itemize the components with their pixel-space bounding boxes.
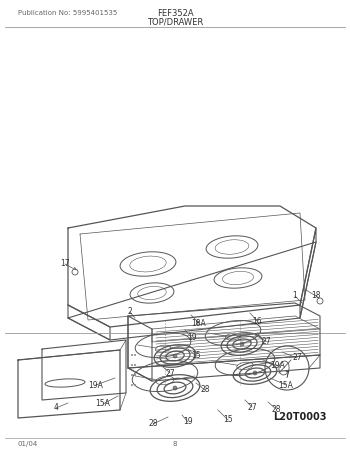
Text: 16: 16 [252, 317, 262, 326]
Text: 18A: 18A [192, 318, 206, 328]
Text: 15: 15 [223, 415, 233, 424]
Circle shape [131, 364, 133, 366]
Text: 28: 28 [148, 419, 158, 429]
Text: 8: 8 [173, 441, 177, 447]
Text: 01/04: 01/04 [18, 441, 38, 447]
Text: L20T0003: L20T0003 [273, 412, 327, 422]
Text: 15: 15 [191, 352, 201, 361]
Circle shape [253, 371, 257, 375]
Circle shape [134, 374, 136, 376]
Circle shape [240, 342, 244, 346]
Circle shape [131, 354, 133, 356]
Circle shape [134, 364, 136, 366]
Text: 4: 4 [54, 404, 58, 413]
Circle shape [134, 384, 136, 386]
Text: 17: 17 [60, 260, 70, 269]
Text: 15A: 15A [96, 400, 111, 409]
Text: 27: 27 [247, 403, 257, 411]
Text: 27: 27 [261, 337, 271, 346]
Text: 2: 2 [128, 308, 132, 317]
Circle shape [173, 354, 177, 358]
Circle shape [131, 374, 133, 376]
Text: 27: 27 [292, 353, 302, 362]
Text: Publication No: 5995401535: Publication No: 5995401535 [18, 10, 117, 16]
Text: 19: 19 [183, 418, 193, 427]
Text: 19A: 19A [89, 381, 104, 390]
Text: 1: 1 [293, 291, 297, 300]
Text: 28: 28 [200, 386, 210, 395]
Text: 19A: 19A [271, 361, 286, 371]
Circle shape [131, 384, 133, 386]
Text: 27: 27 [165, 368, 175, 377]
Text: 19: 19 [187, 333, 197, 342]
Text: 15A: 15A [279, 381, 293, 390]
Circle shape [134, 354, 136, 356]
Circle shape [173, 386, 177, 390]
Text: 7: 7 [285, 371, 289, 381]
Text: FEF352A: FEF352A [157, 10, 193, 19]
Text: 28: 28 [271, 405, 281, 414]
Text: TOP/DRAWER: TOP/DRAWER [147, 18, 203, 26]
Text: 18: 18 [311, 291, 321, 300]
